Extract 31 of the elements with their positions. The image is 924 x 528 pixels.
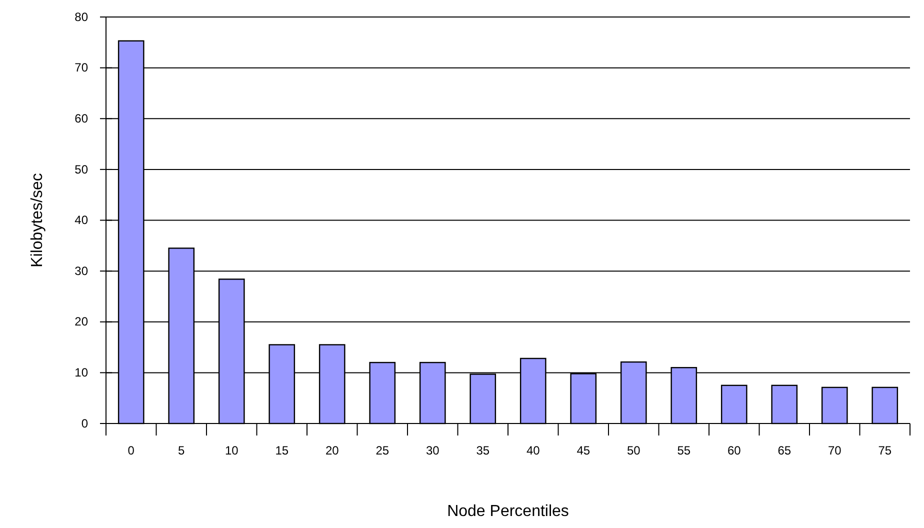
x-tick-label: 70: [828, 444, 842, 458]
y-tick-label: 40: [74, 213, 88, 228]
x-tick-label: 5: [178, 444, 186, 458]
x-tick-label: 15: [275, 444, 289, 458]
x-tick-label: 75: [878, 444, 892, 458]
y-tick-label: 60: [74, 111, 88, 126]
x-tick-label: 25: [376, 444, 390, 458]
y-axis-title: Kilobytes/sec: [29, 173, 46, 268]
bar: [720, 384, 748, 424]
x-tick-label: 35: [476, 444, 490, 458]
y-tick-label: 50: [74, 162, 88, 176]
bar: [771, 384, 798, 424]
x-tick-label: 30: [426, 444, 440, 458]
x-tick-label: 20: [325, 444, 340, 458]
y-tick-label: 80: [74, 10, 88, 24]
y-tick-label: 20: [74, 314, 88, 329]
bar: [872, 386, 898, 424]
y-tick-label: 30: [74, 264, 88, 278]
y-tick-label: 0: [81, 416, 88, 430]
bar: [821, 386, 848, 424]
x-tick-label: 55: [677, 444, 691, 458]
x-tick-label: 45: [576, 444, 590, 458]
x-tick-label: 10: [224, 444, 239, 458]
x-tick-label: 0: [128, 444, 135, 458]
x-tick-label: 60: [727, 444, 742, 458]
x-tick-label: 40: [526, 444, 540, 458]
y-tick-label: 70: [74, 60, 88, 75]
x-tick-label: 50: [626, 444, 641, 458]
x-axis-title: Node Percentiles: [447, 503, 569, 520]
x-tick-label: 65: [778, 444, 792, 458]
y-tick-label: 10: [74, 366, 88, 380]
